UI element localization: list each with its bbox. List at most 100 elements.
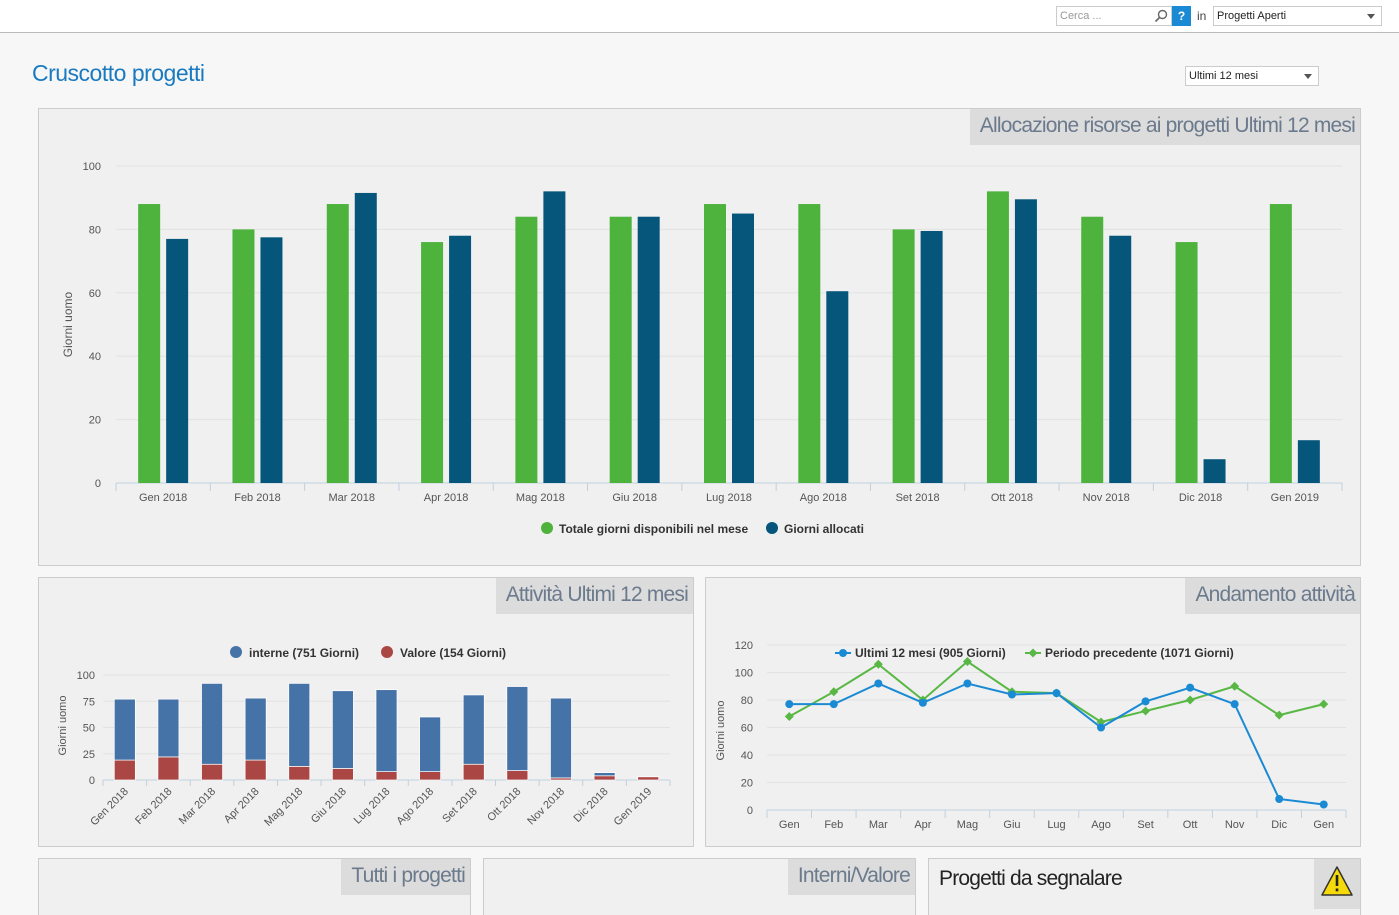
bar-value [419, 771, 441, 781]
line-series-last-12-months [789, 682, 1324, 806]
search-icon[interactable] [1153, 8, 1169, 24]
x-tick-label: Apr 2018 [424, 492, 469, 504]
bar-allocated-days [543, 191, 566, 484]
scope-select-value: Progetti Aperti [1217, 10, 1287, 22]
y-axis-label: Giorni uomo [61, 292, 75, 358]
bar-value [157, 756, 180, 781]
x-tick-label: Nov 2018 [525, 786, 567, 828]
x-tick-label: Gen [1313, 819, 1334, 831]
y-tick-label: 40 [89, 351, 101, 363]
x-tick-label: Ott 2018 [991, 492, 1033, 504]
x-tick-label: Giu [1003, 819, 1020, 831]
y-tick-label: 120 [735, 640, 753, 652]
bar-value [288, 766, 311, 781]
bar-allocated-days [449, 235, 472, 483]
data-point [1007, 690, 1016, 699]
x-tick-label: Apr 2018 [222, 786, 262, 826]
y-tick-label: 40 [741, 750, 753, 762]
bar-value [113, 759, 136, 781]
chevron-down-icon [1304, 74, 1312, 79]
bar-value [637, 776, 660, 781]
bar-internal [550, 697, 572, 779]
y-tick-label: 0 [95, 478, 101, 490]
bar-value [593, 775, 616, 781]
x-tick-label: Set 2018 [896, 492, 940, 504]
chevron-down-icon [1367, 14, 1375, 19]
help-button[interactable]: ? [1172, 6, 1191, 26]
y-tick-label: 20 [89, 415, 101, 427]
bar-internal [201, 683, 223, 765]
y-axis-label: Giorni uomo [57, 696, 69, 756]
x-tick-label: Gen 2018 [139, 492, 187, 504]
data-point [1319, 699, 1329, 709]
x-tick-label: Gen 2018 [88, 786, 131, 829]
bar-value [506, 770, 529, 781]
data-point [962, 657, 972, 666]
bar-internal [113, 698, 136, 761]
bar-internal [593, 772, 616, 777]
x-tick-label: Feb 2018 [234, 492, 280, 504]
bar-allocated-days [1014, 199, 1037, 483]
bar-internal [419, 716, 441, 772]
bar-value [201, 763, 223, 781]
x-tick-label: Ago 2018 [394, 786, 436, 828]
y-tick-label: 100 [735, 668, 753, 680]
bar-allocated-days [732, 213, 754, 484]
internal-value-panel-title: Interni/Valore [787, 859, 915, 895]
period-select[interactable]: Ultimi 12 mesi [1185, 66, 1319, 86]
bar-internal [288, 683, 311, 767]
legend-marker [541, 522, 553, 534]
y-axis-label: Giorni uomo [715, 701, 727, 761]
trend-panel: Andamento attività 0 20 40 60 80 100 120 Giorni… [705, 577, 1361, 847]
y-tick-label: 25 [83, 749, 95, 761]
data-point [1141, 706, 1151, 716]
data-point [874, 679, 883, 688]
y-tick-label: 75 [83, 696, 95, 708]
bar-allocated-days [826, 291, 849, 483]
data-point [829, 700, 838, 709]
bar-available-days [986, 191, 1009, 484]
x-tick-label: Lug 2018 [706, 492, 752, 504]
x-tick-label: Mar 2018 [329, 492, 375, 504]
legend-marker [766, 522, 778, 534]
x-tick-label: Gen 2019 [612, 786, 655, 829]
y-tick-label: 0 [747, 805, 753, 817]
flagged-projects-panel: Progetti da segnalare [928, 858, 1361, 915]
legend-item: interne (751 Giorni) [249, 646, 359, 660]
x-tick-label: Dic [1271, 819, 1287, 831]
data-point [784, 712, 794, 721]
bar-internal [506, 686, 529, 771]
all-projects-panel-title: Tutti i progetti [341, 859, 470, 895]
scope-select[interactable]: Progetti Aperti [1213, 6, 1382, 26]
bar-available-days [232, 229, 255, 483]
x-tick-label: Mag 2018 [516, 492, 565, 504]
x-tick-label: Nov [1225, 819, 1245, 831]
bar-available-days [515, 216, 538, 483]
period-select-value: Ultimi 12 mesi [1189, 70, 1259, 82]
x-tick-label: Set 2018 [440, 786, 480, 826]
x-tick-label: Nov 2018 [1083, 492, 1130, 504]
bar-available-days [1269, 204, 1292, 483]
data-point [1230, 681, 1240, 691]
x-tick-label: Giu 2018 [612, 492, 657, 504]
bar-available-days [1081, 216, 1104, 483]
warning-tab[interactable] [1314, 859, 1360, 909]
y-tick-label: 100 [77, 670, 95, 682]
search-input[interactable] [1057, 7, 1153, 25]
x-tick-label: Apr [914, 819, 931, 831]
x-tick-label: Mar [869, 819, 888, 831]
bar-available-days [609, 216, 632, 483]
bar-allocated-days [354, 192, 377, 483]
bar-available-days [1175, 242, 1198, 483]
data-point [1274, 710, 1284, 720]
x-tick-label: Mag 2018 [262, 786, 305, 829]
x-tick-label: Set [1137, 819, 1154, 831]
data-point [1275, 795, 1284, 803]
legend-item: Ultimi 12 mesi (905 Giorni) [855, 646, 1006, 660]
x-tick-label: Mag [957, 819, 978, 831]
data-point [963, 679, 972, 688]
x-tick-label: Feb 2018 [133, 786, 174, 827]
legend-marker [381, 646, 393, 658]
data-point [829, 687, 839, 697]
bar-available-days [798, 204, 821, 483]
